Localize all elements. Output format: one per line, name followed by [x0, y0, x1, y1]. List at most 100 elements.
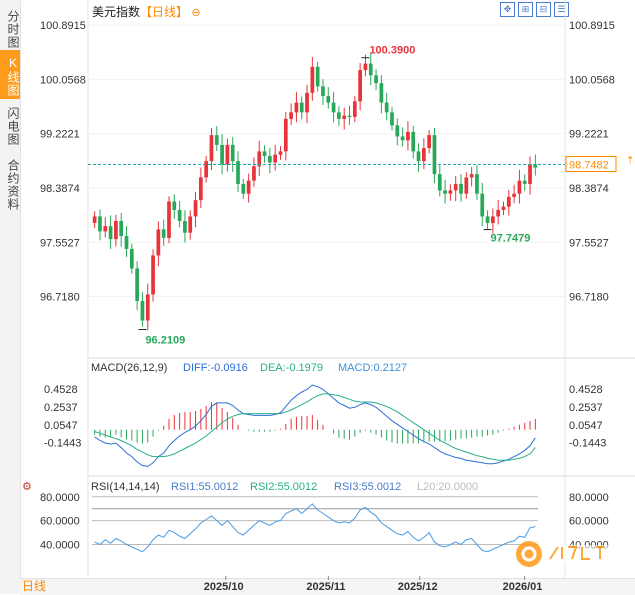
side-tab-bar: 分时图 K线图闪电图合约资料 — [0, 0, 21, 594]
candle-body — [358, 70, 362, 102]
side-tab-1[interactable]: K线图 — [0, 50, 20, 99]
candle-body — [533, 164, 538, 168]
candle-body — [506, 196, 511, 207]
rsi-tick-right: 60.0000 — [569, 516, 609, 528]
candle-body — [448, 190, 453, 194]
watermark-logo — [516, 541, 616, 567]
rsi-tick-left: 80.0000 — [40, 492, 80, 504]
price-tick-right: 97.5527 — [569, 237, 609, 249]
candle-body — [108, 226, 113, 240]
candle-body — [257, 151, 262, 167]
candle-body — [188, 216, 193, 233]
macd-dif-line — [94, 384, 536, 467]
macd-tick-left: 0.2537 — [44, 402, 78, 414]
candle-body — [469, 174, 474, 178]
current-price-value: 98.7482 — [569, 160, 609, 172]
candle-body — [416, 151, 421, 162]
candle-body — [437, 174, 442, 191]
candle-body — [92, 216, 97, 223]
side-tab-2[interactable]: 闪电图 — [6, 107, 20, 146]
candle-body — [140, 300, 145, 321]
macd-tick-left: 0.0547 — [44, 420, 78, 432]
collapse-icon[interactable]: ⊖ — [191, 7, 201, 19]
candle-body — [453, 183, 458, 191]
price-tick-right: 98.3874 — [569, 183, 609, 195]
current-price-arrow: ⇡ — [626, 156, 634, 167]
candle-body — [135, 268, 139, 301]
l20-label: L20:20.0000 — [417, 481, 478, 493]
price-tick-left: 100.0568 — [40, 74, 86, 86]
candle-body — [209, 135, 214, 162]
candle-body — [315, 66, 320, 87]
instrument-name: 美元指数 — [92, 5, 141, 19]
candle-body — [305, 92, 309, 113]
rsi3-label: RSI3:55.0012 — [334, 481, 401, 493]
recent-low-annotation: 97.7479 — [491, 233, 531, 245]
low-annotation: 96.2109 — [145, 335, 185, 347]
candle-body — [342, 115, 347, 119]
rsi-tick-left: 60.0000 — [40, 516, 80, 528]
x-tick-label: 2025/12 — [398, 581, 438, 593]
candle-body — [480, 193, 485, 217]
macd-tick-right: -0.1443 — [569, 438, 606, 450]
price-tick-right: 100.0568 — [569, 74, 615, 86]
candle-body — [491, 216, 495, 223]
candle-body — [337, 112, 341, 119]
zoom-out-icon[interactable]: ⊟ — [536, 2, 551, 17]
candle-body — [368, 63, 373, 76]
candle-body — [183, 220, 187, 233]
candle-body — [363, 63, 368, 71]
macd-dea-line — [94, 393, 536, 461]
candle-body — [528, 164, 532, 184]
candle-body — [129, 248, 134, 269]
candle-body — [475, 174, 479, 194]
candle-body — [98, 216, 102, 232]
candle-body — [390, 112, 394, 126]
x-tick-label: 2026/01 — [503, 581, 543, 593]
candle-body — [299, 102, 304, 113]
candle-body — [347, 115, 352, 117]
price-tick-right: 99.2221 — [569, 129, 609, 141]
candle-body — [395, 125, 400, 137]
candle-body — [246, 180, 251, 194]
candle-body — [161, 229, 166, 238]
period-selector[interactable]: 日线 — [22, 579, 47, 593]
candle-body — [230, 144, 235, 162]
candle-body — [103, 226, 108, 232]
candle-body — [294, 102, 299, 113]
candle-body — [193, 200, 198, 217]
candle-body — [517, 180, 522, 194]
candle-body — [278, 151, 283, 155]
candle-body — [119, 220, 124, 236]
side-tab-3[interactable]: 合约资料 — [6, 159, 20, 211]
rsi1-label: RSI1:55.0012 — [171, 481, 238, 493]
price-tick-left: 96.7180 — [40, 292, 80, 304]
settings-icon[interactable]: ☰ — [554, 2, 569, 17]
rsi-tick-right: 80.0000 — [569, 492, 609, 504]
candle-body — [156, 229, 161, 256]
candle-body — [496, 209, 501, 217]
macd-tick-right: 0.2537 — [569, 402, 603, 414]
rsi-settings-icon: ⚙ — [22, 481, 32, 493]
macd-tick-left: -0.1443 — [44, 438, 81, 450]
macd-dea-label: DEA:-0.1979 — [260, 362, 323, 374]
zoom-in-icon[interactable]: ⊞ — [518, 2, 533, 17]
candle-body — [114, 220, 118, 240]
candle-body — [432, 135, 437, 175]
candle-body — [459, 183, 463, 194]
move-icon[interactable]: ✥ — [500, 2, 515, 17]
candle-body — [427, 135, 432, 149]
candle-body — [252, 166, 256, 181]
time-axis-bar — [20, 578, 635, 595]
candle-body — [464, 177, 469, 194]
candle-body — [321, 86, 325, 97]
candle-body — [225, 144, 230, 165]
candle-body — [241, 183, 246, 194]
candle-body — [374, 75, 378, 84]
price-tick-left: 98.3874 — [40, 183, 80, 195]
candle-body — [151, 255, 155, 295]
candle-body — [443, 190, 447, 194]
side-tab-0[interactable]: 分时图 — [6, 9, 20, 49]
candle-body — [268, 155, 272, 163]
